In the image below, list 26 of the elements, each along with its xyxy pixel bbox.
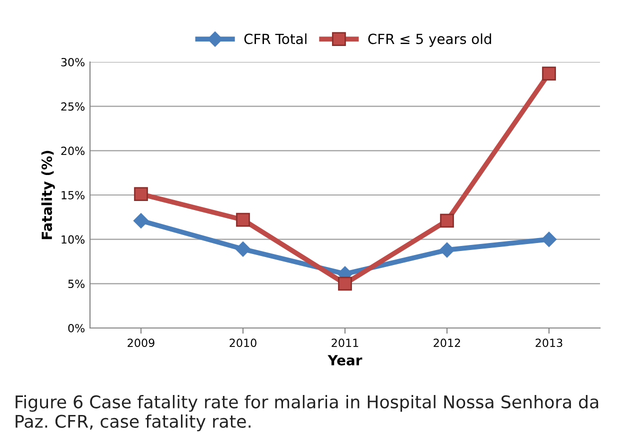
- point: [235, 242, 251, 257]
- point: [133, 213, 149, 228]
- x-tick-label: 2011: [332, 338, 358, 348]
- x-tick-label: 2009: [128, 338, 154, 348]
- point: [541, 232, 557, 247]
- y-tick-label: 10%: [62, 235, 85, 244]
- x-tick-label: 2010: [230, 338, 256, 348]
- y-tick-label: 30%: [61, 58, 85, 66]
- point: [134, 187, 148, 202]
- point: [439, 242, 455, 258]
- caption: Figure 6 Case fatality rate for malaria in Hospital Nossa Senhora da Paz. CFR, case fatality rate.: [16, 395, 598, 432]
- y-tick-label: 0%: [68, 324, 85, 332]
- legend-label: CFR Total: [244, 33, 306, 44]
- y-tick-label: 15%: [62, 190, 85, 200]
- point: [338, 276, 352, 291]
- y-tick-label: 25%: [61, 102, 85, 111]
- x-axis-title: Year: [328, 355, 362, 366]
- y-tick-label: 20%: [61, 146, 85, 156]
- x-tick-label: 2013: [536, 338, 562, 348]
- legend-label: CFR ≤ 5 years old: [368, 33, 492, 47]
- y-tick-label: 5%: [68, 280, 85, 288]
- point: [542, 66, 556, 80]
- y-axis-title: Fatality (%): [41, 150, 55, 240]
- x-tick-label: 2012: [434, 338, 460, 348]
- point: [236, 212, 250, 227]
- point: [440, 214, 454, 228]
